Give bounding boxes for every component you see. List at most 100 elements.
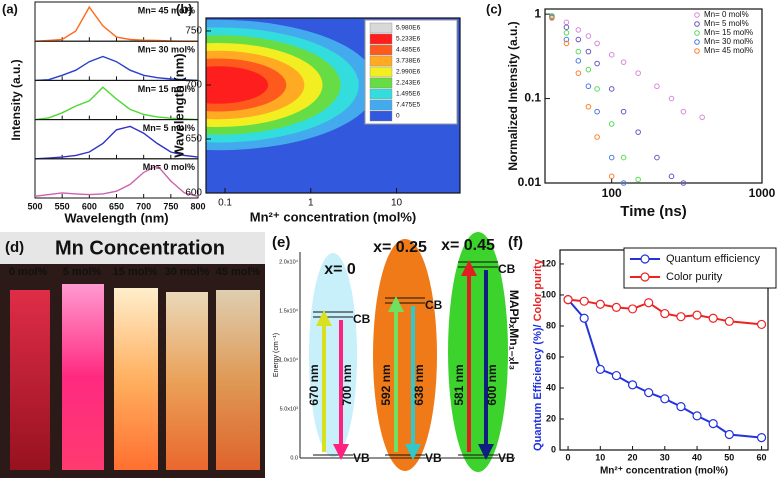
legend-label: Mn= 0 mol%	[704, 10, 749, 19]
data-point	[594, 86, 600, 92]
y-tick-label: 0.01	[518, 175, 542, 189]
data-point	[594, 40, 600, 47]
x-tick-label: 60	[757, 452, 767, 462]
legend-label: Mn= 45 mol%	[704, 46, 753, 55]
data-point	[692, 310, 702, 320]
series-label: Mn= 45 mol%	[138, 5, 195, 15]
x-axis-label: Mn²⁺ concentration (mol%)	[250, 209, 416, 224]
legend-label: 5.980E6	[396, 25, 421, 32]
vb-label: VB	[425, 451, 442, 465]
data-point	[611, 302, 622, 312]
column-label: x= 0	[324, 261, 356, 278]
wavelength-label: 600 nm	[485, 364, 499, 405]
x-tick-label: 550	[55, 201, 70, 211]
vb-label: VB	[498, 451, 515, 465]
x-tick-label: 650	[109, 201, 124, 211]
x-tick-label: 700	[136, 201, 151, 211]
data-point	[724, 316, 734, 326]
wavelength-label: 638 nm	[412, 364, 426, 405]
y-axis-label: Energy (cm⁻¹)	[273, 333, 280, 377]
photo-panel	[0, 232, 265, 478]
data-point	[635, 129, 641, 135]
y-tick-label: 5.0x10³	[280, 406, 299, 412]
data-point	[635, 176, 641, 183]
data-point	[575, 36, 582, 43]
data-point	[654, 154, 660, 161]
data-point	[563, 24, 570, 31]
x-tick-label: 10	[595, 452, 605, 462]
y-tick-label: 2.0x10⁴	[279, 258, 299, 265]
data-point	[635, 70, 641, 76]
data-point	[644, 388, 654, 398]
data-point	[594, 134, 600, 140]
legend-label: Mn= 5 mol%	[704, 19, 749, 28]
data-point	[579, 313, 589, 323]
data-point	[620, 180, 627, 186]
vb-label: VB	[353, 451, 370, 465]
data-point	[627, 380, 638, 390]
legend-marker	[694, 21, 700, 27]
column-label: x= 0.45	[441, 237, 495, 254]
panel-label: (a)	[2, 1, 18, 16]
cb-label: CB	[425, 298, 443, 312]
data-point	[608, 51, 615, 58]
data-point	[575, 27, 582, 33]
wavelength-label: 592 nm	[379, 364, 393, 405]
legend-label: Quantum efficiency	[666, 253, 760, 265]
legend-label: Mn= 15 mol%	[704, 28, 753, 37]
y-tick-label: 1.0x10⁴	[279, 356, 299, 363]
data-point	[620, 59, 627, 65]
panel-label: (c)	[486, 1, 502, 16]
legend-label: Mn= 30 mol%	[704, 37, 753, 46]
data-point	[668, 95, 675, 102]
y-tick-label: 60	[546, 351, 556, 361]
side-label: MAPbₓMn₁₋ₓI₃	[507, 290, 521, 370]
data-point	[708, 419, 718, 429]
legend-label: 0	[396, 113, 400, 120]
data-point	[680, 180, 687, 186]
y-tick-label: 0.1	[524, 91, 541, 105]
panel-label: (b)	[176, 1, 193, 16]
x-tick-label: 10	[391, 198, 403, 209]
data-point	[575, 58, 582, 64]
y-tick-label: 1	[534, 6, 541, 20]
data-point	[756, 319, 767, 330]
x-tick-label: 1	[308, 198, 314, 209]
legend-label: 1.495E6	[396, 91, 421, 98]
data-point	[575, 48, 582, 55]
x-tick-label: 0.1	[218, 198, 232, 209]
sample-label: 15 mol%	[113, 266, 158, 278]
data-point	[756, 432, 767, 443]
data-point	[549, 15, 555, 21]
legend-swatch	[369, 44, 393, 56]
legend-label: 2.243E6	[396, 80, 421, 87]
sample-label: 45 mol%	[216, 266, 261, 278]
x-axis-label: Time (ns)	[620, 203, 686, 220]
data-point	[563, 295, 573, 305]
band-ellipse	[373, 239, 437, 471]
y-axis-label: Wavelength (nm)	[171, 53, 186, 157]
data-point	[563, 30, 570, 36]
series-label: Mn= 30 mol%	[138, 45, 195, 55]
column-label: x= 0.25	[373, 239, 427, 256]
y-tick-label: 650	[185, 134, 202, 145]
cuvette	[166, 292, 208, 470]
sample-label: 0 mol%	[9, 266, 48, 278]
wavelength-label: 581 nm	[452, 364, 466, 405]
data-point	[680, 108, 687, 115]
plot-frame	[544, 8, 763, 184]
photo-title: Mn Concentration	[55, 237, 225, 259]
data-point	[676, 312, 686, 322]
y-axis-label: Normalized Intensity (a.u.)	[506, 21, 520, 170]
cuvette	[62, 284, 104, 470]
panel-label: (f)	[508, 234, 523, 251]
legend-label: 4.485E6	[396, 47, 421, 54]
sample-label: 30 mol%	[165, 266, 210, 278]
legend-marker	[640, 272, 650, 282]
data-point	[608, 121, 615, 127]
data-point	[595, 364, 605, 374]
data-point	[579, 296, 589, 306]
y-tick-label: 750	[185, 26, 202, 37]
x-tick-label: 1000	[749, 186, 776, 200]
cb-label: CB	[498, 262, 516, 276]
